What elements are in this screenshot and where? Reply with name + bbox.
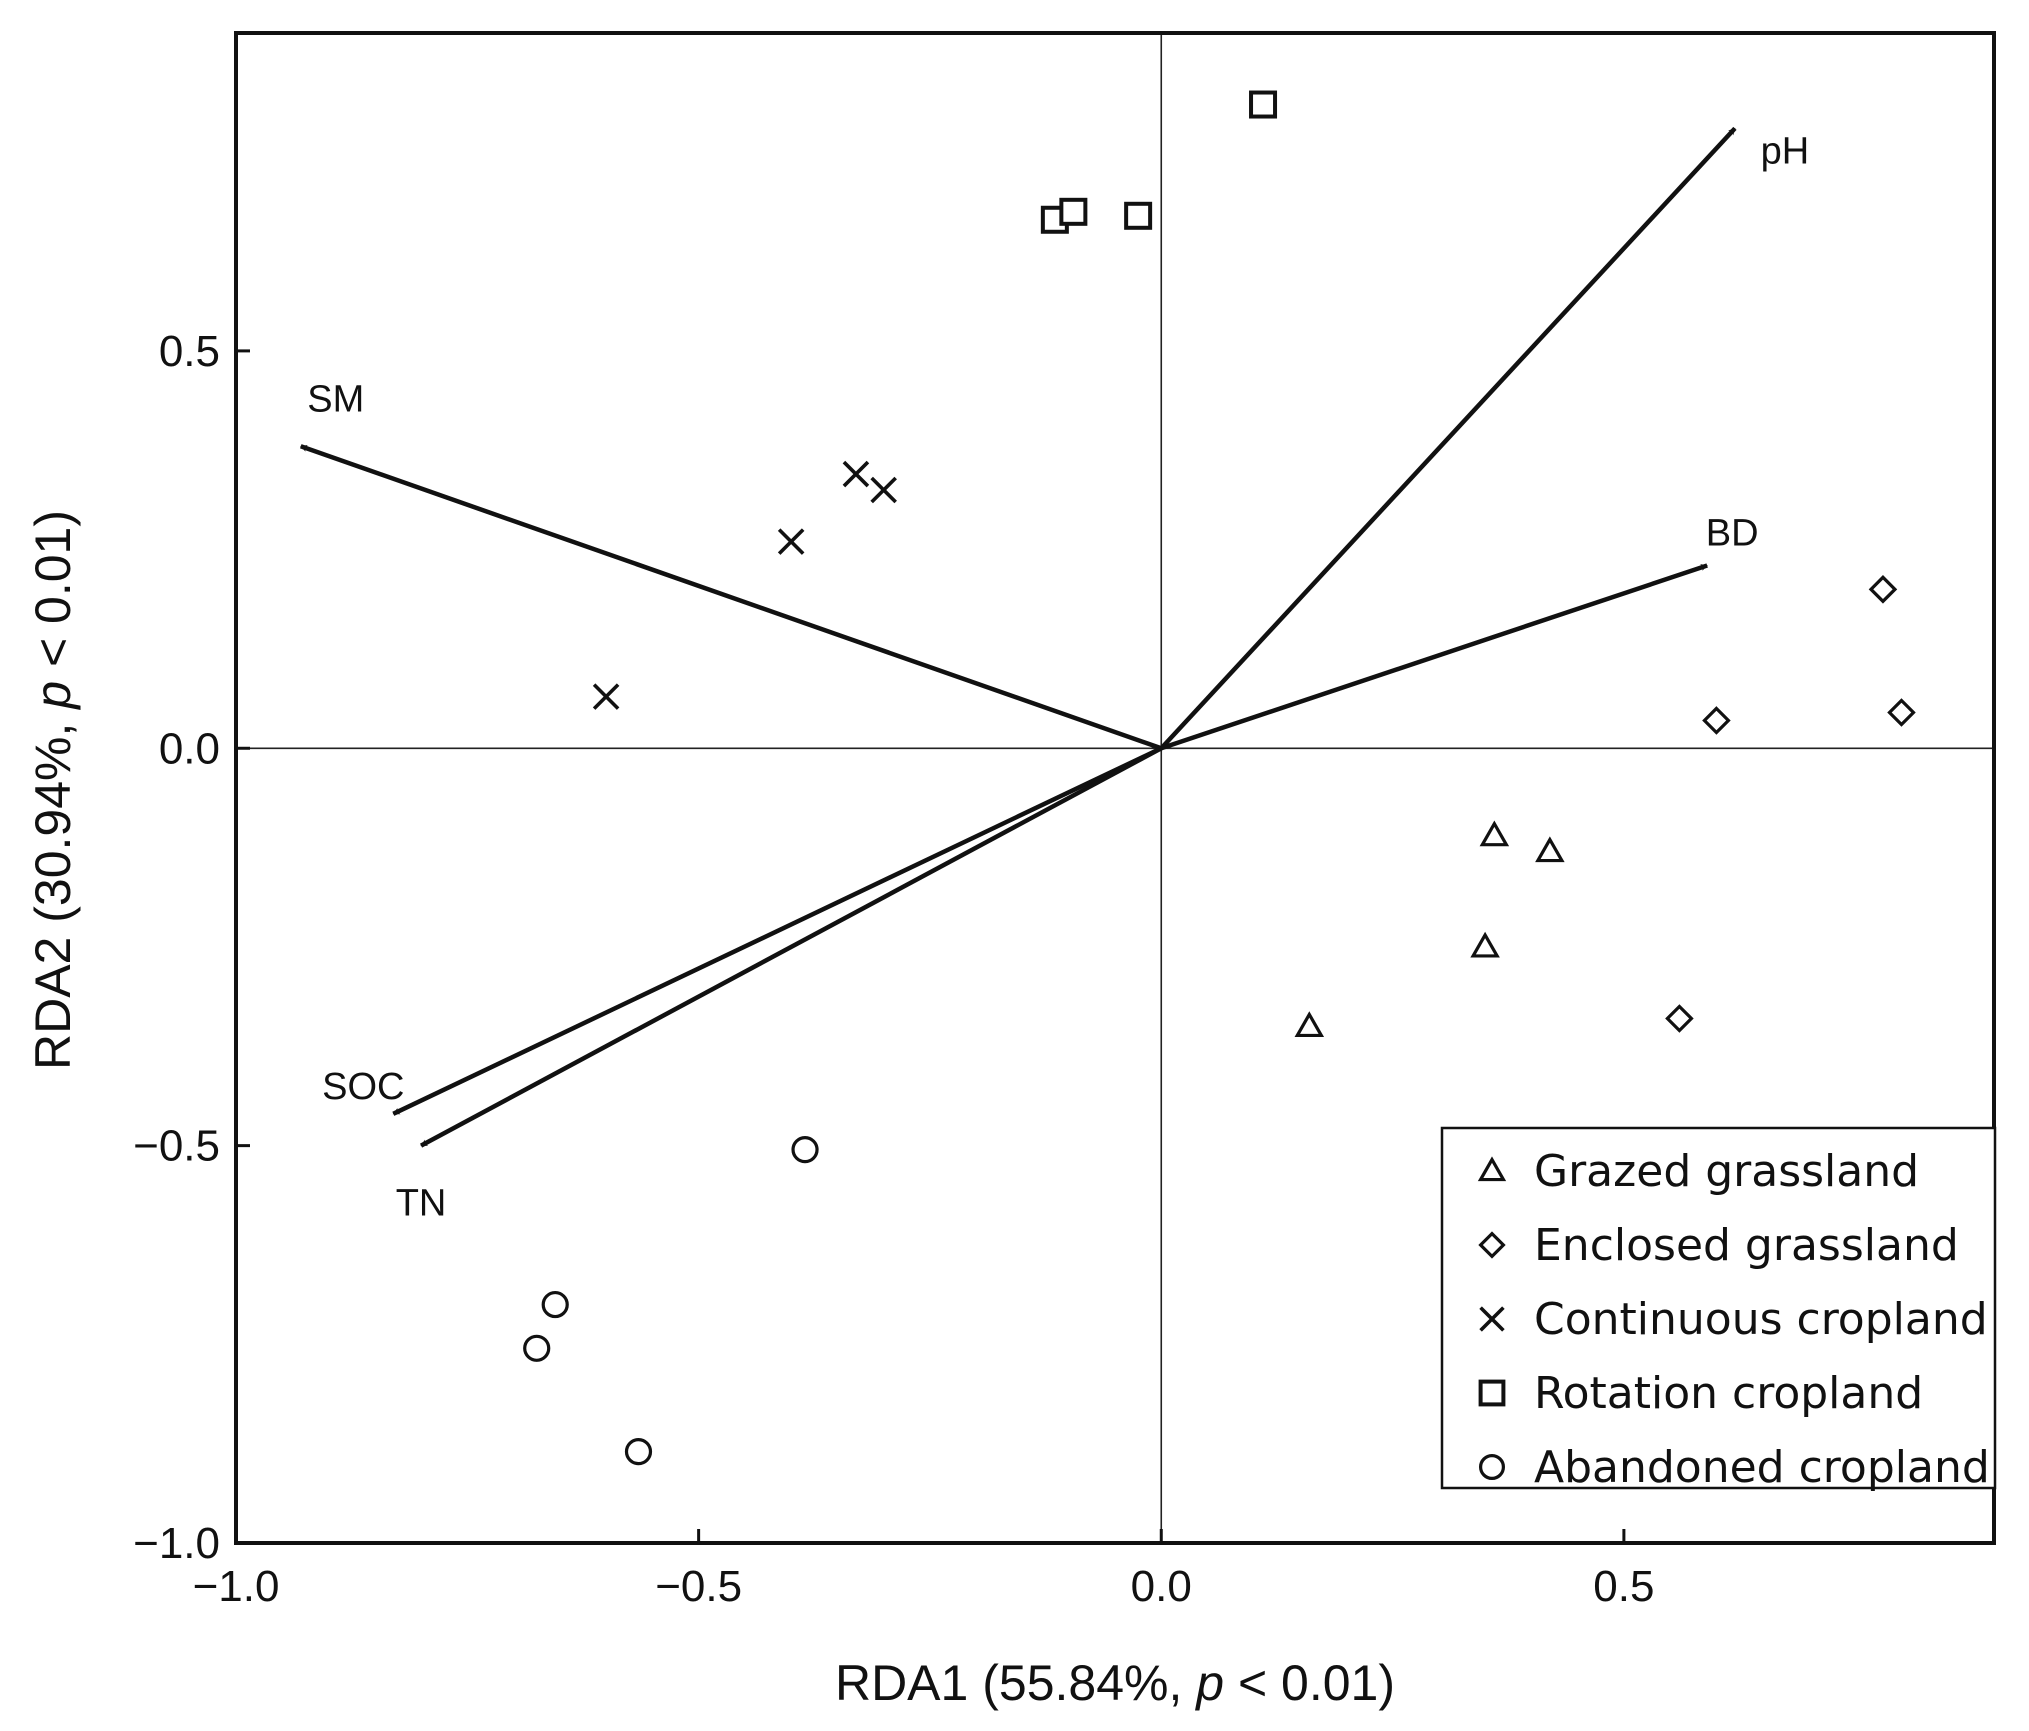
point-continuous-cropland-stroke-b bbox=[592, 683, 620, 710]
point-grazed-grassland bbox=[1535, 836, 1565, 863]
point-continuous-cropland-stroke-b bbox=[842, 460, 870, 488]
y-tick-label: 0.5 bbox=[159, 327, 220, 376]
legend-label-rotation-cropland: Rotation cropland bbox=[1534, 1368, 1923, 1419]
x-axis-title: RDA1 (55.84%, p < 0.01) bbox=[835, 1655, 1395, 1711]
x-tick-label: 0.0 bbox=[1131, 1562, 1192, 1611]
vector-ph bbox=[1159, 126, 1737, 750]
legend-marker-continuous-cropland-stroke-b bbox=[1479, 1306, 1505, 1332]
point-enclosed-grassland bbox=[1702, 706, 1731, 735]
point-continuous-cropland bbox=[870, 476, 897, 504]
point-rotation-cropland bbox=[1059, 197, 1088, 226]
vector-label-bd: BD bbox=[1706, 512, 1759, 554]
point-rotation-cropland bbox=[1124, 201, 1153, 230]
legend-label-continuous-cropland: Continuous cropland bbox=[1534, 1294, 1988, 1345]
vector-label-tn: TN bbox=[396, 1183, 447, 1225]
environmental-vectors: pH BD SM SOC TN bbox=[300, 126, 1810, 1225]
point-enclosed-grassland bbox=[1868, 575, 1898, 604]
point-abandoned-cropland bbox=[541, 1290, 569, 1319]
vector-sm bbox=[300, 444, 1163, 751]
point-enclosed-grassland bbox=[1887, 698, 1916, 727]
legend-marker-rotation-cropland bbox=[1478, 1379, 1506, 1407]
point-continuous-cropland-stroke-b bbox=[777, 528, 805, 555]
vector-bd bbox=[1160, 563, 1708, 751]
sample-points bbox=[523, 90, 1916, 1466]
x-tick-label: 0.5 bbox=[1593, 1562, 1654, 1611]
y-tick-label: −0.5 bbox=[133, 1122, 220, 1171]
x-tick-label: −0.5 bbox=[655, 1562, 742, 1611]
point-grazed-grassland bbox=[1294, 1011, 1325, 1038]
point-abandoned-cropland bbox=[624, 1438, 653, 1466]
point-rotation-cropland bbox=[1249, 90, 1278, 119]
point-continuous-cropland bbox=[777, 528, 805, 555]
legend-marker-enclosed-grassland bbox=[1478, 1231, 1506, 1259]
point-enclosed-grassland bbox=[1665, 1004, 1694, 1033]
point-continuous-cropland-stroke-b bbox=[870, 476, 897, 504]
legend-marker-grazed-grassland bbox=[1477, 1156, 1507, 1182]
y-tick-label: −1.0 bbox=[133, 1519, 220, 1568]
reference-lines bbox=[236, 33, 1994, 1543]
vector-label-sm: SM bbox=[307, 378, 364, 420]
legend-label-grazed-grassland: Grazed grassland bbox=[1534, 1146, 1919, 1197]
legend-box bbox=[1440, 1126, 1997, 1490]
legend: Grazed grassland Enclosed grassland Contin… bbox=[1440, 1126, 1997, 1493]
vector-label-ph: pH bbox=[1761, 130, 1810, 172]
x-tick-label: −1.0 bbox=[193, 1562, 280, 1611]
y-axis-title: RDA2 (30.94%, p < 0.01) bbox=[25, 510, 81, 1070]
point-abandoned-cropland bbox=[791, 1136, 819, 1164]
legend-label-enclosed-grassland: Enclosed grassland bbox=[1534, 1220, 1959, 1271]
point-abandoned-cropland bbox=[523, 1334, 551, 1362]
plot-frame bbox=[234, 31, 1996, 1545]
point-continuous-cropland bbox=[842, 460, 870, 488]
point-grazed-grassland bbox=[1479, 820, 1510, 847]
vector-soc bbox=[392, 746, 1163, 1116]
legend-label-abandoned-cropland: Abandoned cropland bbox=[1534, 1442, 1990, 1493]
vector-label-soc: SOC bbox=[322, 1066, 404, 1108]
point-continuous-cropland bbox=[592, 683, 620, 710]
y-tick-label: 0.0 bbox=[159, 724, 220, 773]
point-grazed-grassland bbox=[1470, 931, 1500, 958]
axis-ticks: −1.0 −0.5 0.0 0.5 −1.0 −0.5 0.0 0.5 bbox=[133, 327, 1654, 1611]
legend-marker-continuous-cropland bbox=[1479, 1306, 1505, 1332]
legend-marker-abandoned-cropland bbox=[1478, 1453, 1505, 1480]
vector-tn bbox=[419, 746, 1163, 1148]
